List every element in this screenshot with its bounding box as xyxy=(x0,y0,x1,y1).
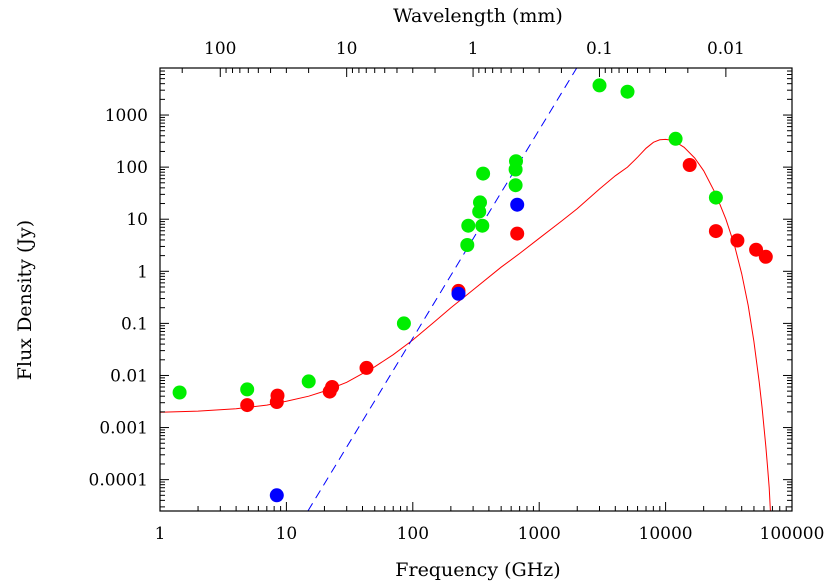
green-data-point xyxy=(240,382,255,397)
red-data-point xyxy=(325,380,340,394)
blue-data-point xyxy=(510,197,525,212)
green-data-point xyxy=(475,218,490,233)
red-data-point xyxy=(682,158,697,172)
x-tick-label: 100 xyxy=(397,524,429,544)
red-data-point xyxy=(510,226,525,241)
x-tick-label: 100000 xyxy=(760,524,825,544)
axis-tick-labels: 1 10 100 1000 10000 100000 100 10 1 0.1 0.01 0.0001… xyxy=(89,39,825,544)
x-axis-title: Frequency (GHz) xyxy=(395,559,560,581)
y-tick-label: 0.1 xyxy=(121,314,148,334)
green-data-point xyxy=(592,78,607,93)
red-data-point xyxy=(708,224,723,239)
y-axis-title: Flux Density (Jy) xyxy=(14,220,36,380)
x-tick-label: 10 xyxy=(276,524,298,544)
green-data-point xyxy=(460,238,475,252)
power-law-fit-line xyxy=(307,68,578,511)
red-data-point xyxy=(240,398,255,413)
green-data-point xyxy=(476,166,491,181)
x2-tick-label: 1 xyxy=(468,39,479,59)
green-data-point xyxy=(461,218,476,233)
x2-tick-label: 0.01 xyxy=(707,39,745,59)
x-tick-label: 10000 xyxy=(639,524,693,544)
sed-model-curve xyxy=(160,138,771,511)
red-data-point xyxy=(749,242,764,257)
y-tick-label: 0.001 xyxy=(99,419,148,439)
green-data-point xyxy=(509,154,523,169)
plot-frame xyxy=(159,67,793,512)
x2-axis-title: Wavelength (mm) xyxy=(393,5,563,27)
green-data-point xyxy=(172,385,187,400)
green-data-point xyxy=(473,195,487,210)
x-tick-label: 1 xyxy=(155,524,166,544)
y-tick-label: 1 xyxy=(137,262,148,282)
x-tick-label: 1000 xyxy=(518,524,561,544)
x2-tick-label: 10 xyxy=(336,39,358,59)
data-points xyxy=(172,78,773,503)
x2-tick-label: 100 xyxy=(204,39,236,59)
x2-tick-label: 0.1 xyxy=(586,39,613,59)
green-data-point xyxy=(301,374,316,389)
green-data-point xyxy=(708,190,723,205)
y-tick-label: 0.0001 xyxy=(89,471,148,491)
y-tick-label: 100 xyxy=(116,158,148,178)
y-tick-label: 1000 xyxy=(105,106,148,126)
fit-curves xyxy=(160,68,771,511)
y-tick-label: 0.01 xyxy=(110,366,148,386)
blue-data-point xyxy=(451,286,466,301)
axis-ticks xyxy=(159,67,793,511)
green-data-point xyxy=(668,131,683,146)
red-data-point xyxy=(758,249,773,264)
blue-data-point xyxy=(269,488,284,503)
red-data-point xyxy=(270,388,285,403)
red-data-point xyxy=(359,360,374,375)
green-data-point xyxy=(508,178,523,193)
green-data-point xyxy=(620,84,635,99)
green-data-point xyxy=(396,316,411,331)
y-tick-label: 10 xyxy=(126,210,148,230)
red-data-point xyxy=(730,233,745,248)
